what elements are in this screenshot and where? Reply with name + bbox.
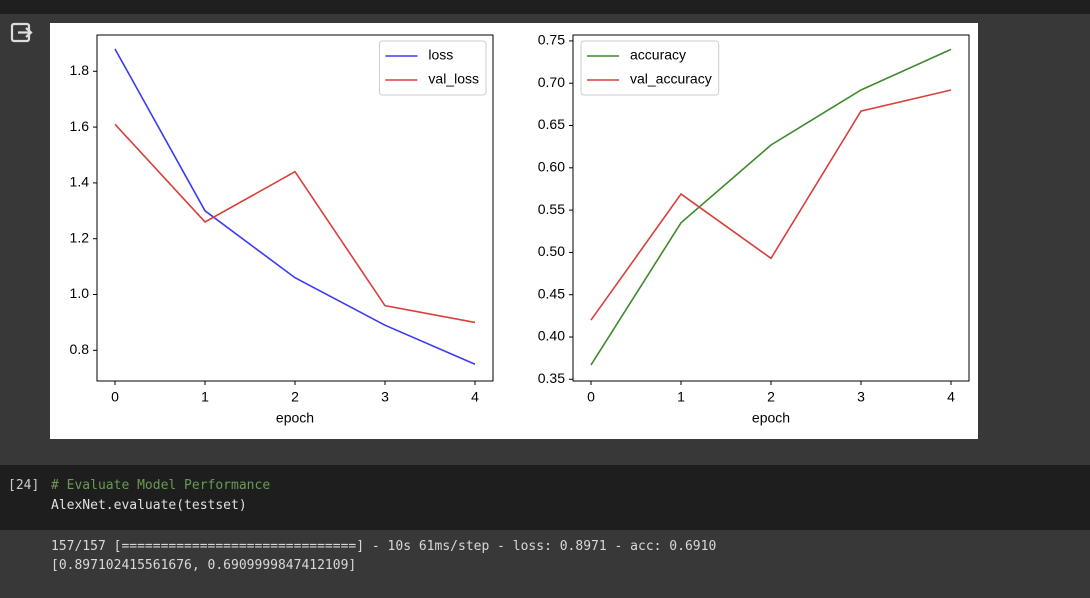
- output-line: 157/157 [==============================]…: [51, 539, 717, 554]
- x-tick-label: 2: [767, 389, 775, 405]
- figure: 0.8 1.0 1.2 1.4 1.6 1.8 0 1 2 3 4 epoch loss val_loss…: [50, 23, 978, 439]
- y-tick-label: 0.65: [538, 116, 565, 132]
- y-tick-label: 0.75: [538, 32, 565, 48]
- y-tick-label: 0.8: [70, 341, 90, 357]
- legend-box: [378, 40, 487, 96]
- y-tick-label: 1.2: [70, 229, 90, 245]
- y-tick-label: 1.8: [70, 62, 90, 78]
- x-tick-label: 2: [291, 389, 299, 405]
- legend-label: val_accuracy: [630, 71, 712, 87]
- code-line: # Evaluate Model Performance: [51, 478, 271, 493]
- legend-label: val_loss: [428, 71, 479, 87]
- output-line: [0.897102415561676, 0.6909999847412109]: [51, 558, 357, 573]
- data-line: [590, 48, 952, 366]
- data-line: [590, 89, 952, 321]
- y-tick-label: 1.0: [70, 285, 90, 301]
- x-axis-label: epoch: [276, 410, 314, 426]
- code-cell: [0, 465, 1090, 530]
- data-line: [114, 123, 476, 324]
- cell-prompt: [24]: [8, 478, 40, 493]
- y-tick-label: 1.6: [70, 118, 90, 134]
- x-axis-label: epoch: [752, 410, 790, 426]
- code-line: AlexNet.evaluate(testset): [51, 498, 247, 513]
- plot-frame: [572, 34, 970, 382]
- x-tick-label: 3: [857, 389, 865, 405]
- plot-frame: [96, 34, 494, 382]
- legend-box: [580, 40, 720, 96]
- x-tick-label: 1: [201, 389, 209, 405]
- data-line: [114, 48, 476, 365]
- legend-label: loss: [428, 47, 453, 63]
- y-tick-label: 0.60: [538, 159, 565, 175]
- x-tick-label: 4: [471, 389, 479, 405]
- x-tick-label: 4: [947, 389, 955, 405]
- top-bar: [0, 0, 1090, 14]
- legend-label: accuracy: [630, 47, 686, 63]
- x-tick-label: 3: [381, 389, 389, 405]
- y-tick-label: 0.50: [538, 243, 565, 259]
- x-tick-label: 0: [587, 389, 595, 405]
- y-tick-label: 0.55: [538, 201, 565, 217]
- x-tick-label: 1: [677, 389, 685, 405]
- y-tick-label: 0.35: [538, 370, 565, 386]
- y-tick-label: 0.40: [538, 328, 565, 344]
- y-tick-label: 0.70: [538, 74, 565, 90]
- x-tick-label: 0: [111, 389, 119, 405]
- y-tick-label: 0.45: [538, 285, 565, 301]
- output-icon[interactable]: [9, 20, 35, 46]
- y-tick-label: 1.4: [70, 174, 90, 190]
